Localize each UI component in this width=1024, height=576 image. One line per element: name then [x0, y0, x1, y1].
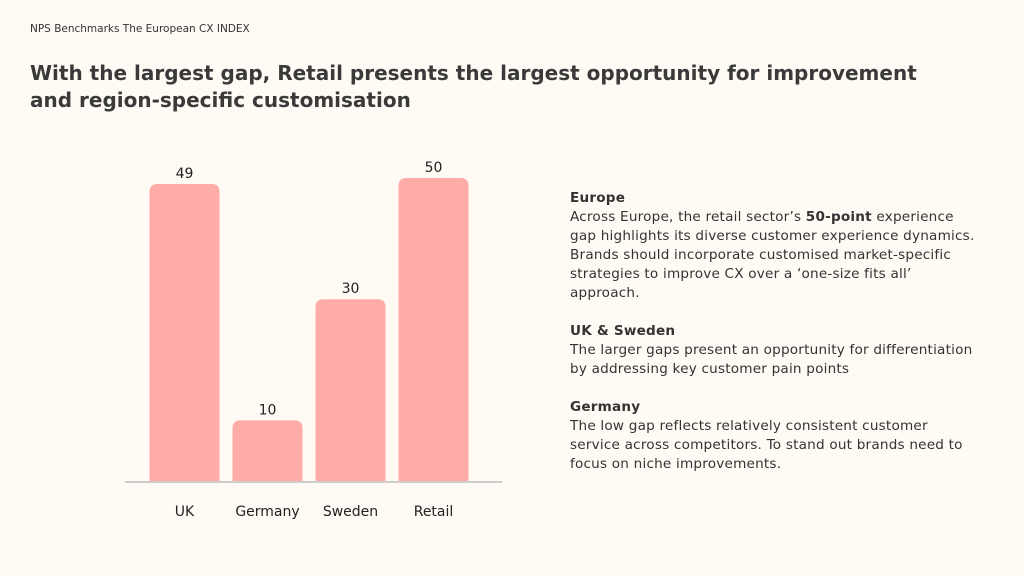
text: experience gap highlights its diverse cu…	[570, 209, 975, 301]
value-label: 10	[259, 402, 277, 418]
text: Across Europe, the retail sector’s	[570, 209, 806, 225]
notes: Europe Across Europe, the retail sector’…	[570, 189, 980, 493]
value-label: 49	[176, 166, 194, 182]
note-heading: UK & Sweden	[570, 323, 676, 339]
kicker: NPS Benchmarks The European CX INDEX	[30, 23, 250, 35]
x-tick-label: UK	[175, 504, 195, 520]
bar	[398, 178, 469, 481]
emphasis: 50-point	[805, 209, 872, 225]
note-heading: Germany	[570, 399, 641, 415]
slide-title: With the largest gap, Retail presents th…	[30, 61, 917, 112]
x-tick-label: Sweden	[323, 504, 378, 520]
note: UK & Sweden The larger gaps present an o…	[570, 322, 980, 379]
note-body: The larger gaps present an opportunity f…	[570, 342, 973, 377]
bar	[149, 184, 220, 481]
note: Germany The low gap reflects relatively …	[570, 398, 980, 474]
bar	[315, 299, 386, 481]
note-body: Across Europe, the retail sector’s 50-po…	[570, 208, 980, 303]
note-heading: Europe	[570, 190, 626, 206]
x-tick-label: Retail	[414, 504, 454, 520]
value-label: 50	[425, 160, 443, 176]
x-tick-label: Germany	[235, 504, 299, 520]
note: Europe Across Europe, the retail sector’…	[570, 189, 980, 303]
bar	[232, 420, 303, 481]
value-label: 30	[342, 281, 360, 297]
note-body: The low gap reflects relatively consiste…	[570, 418, 963, 472]
